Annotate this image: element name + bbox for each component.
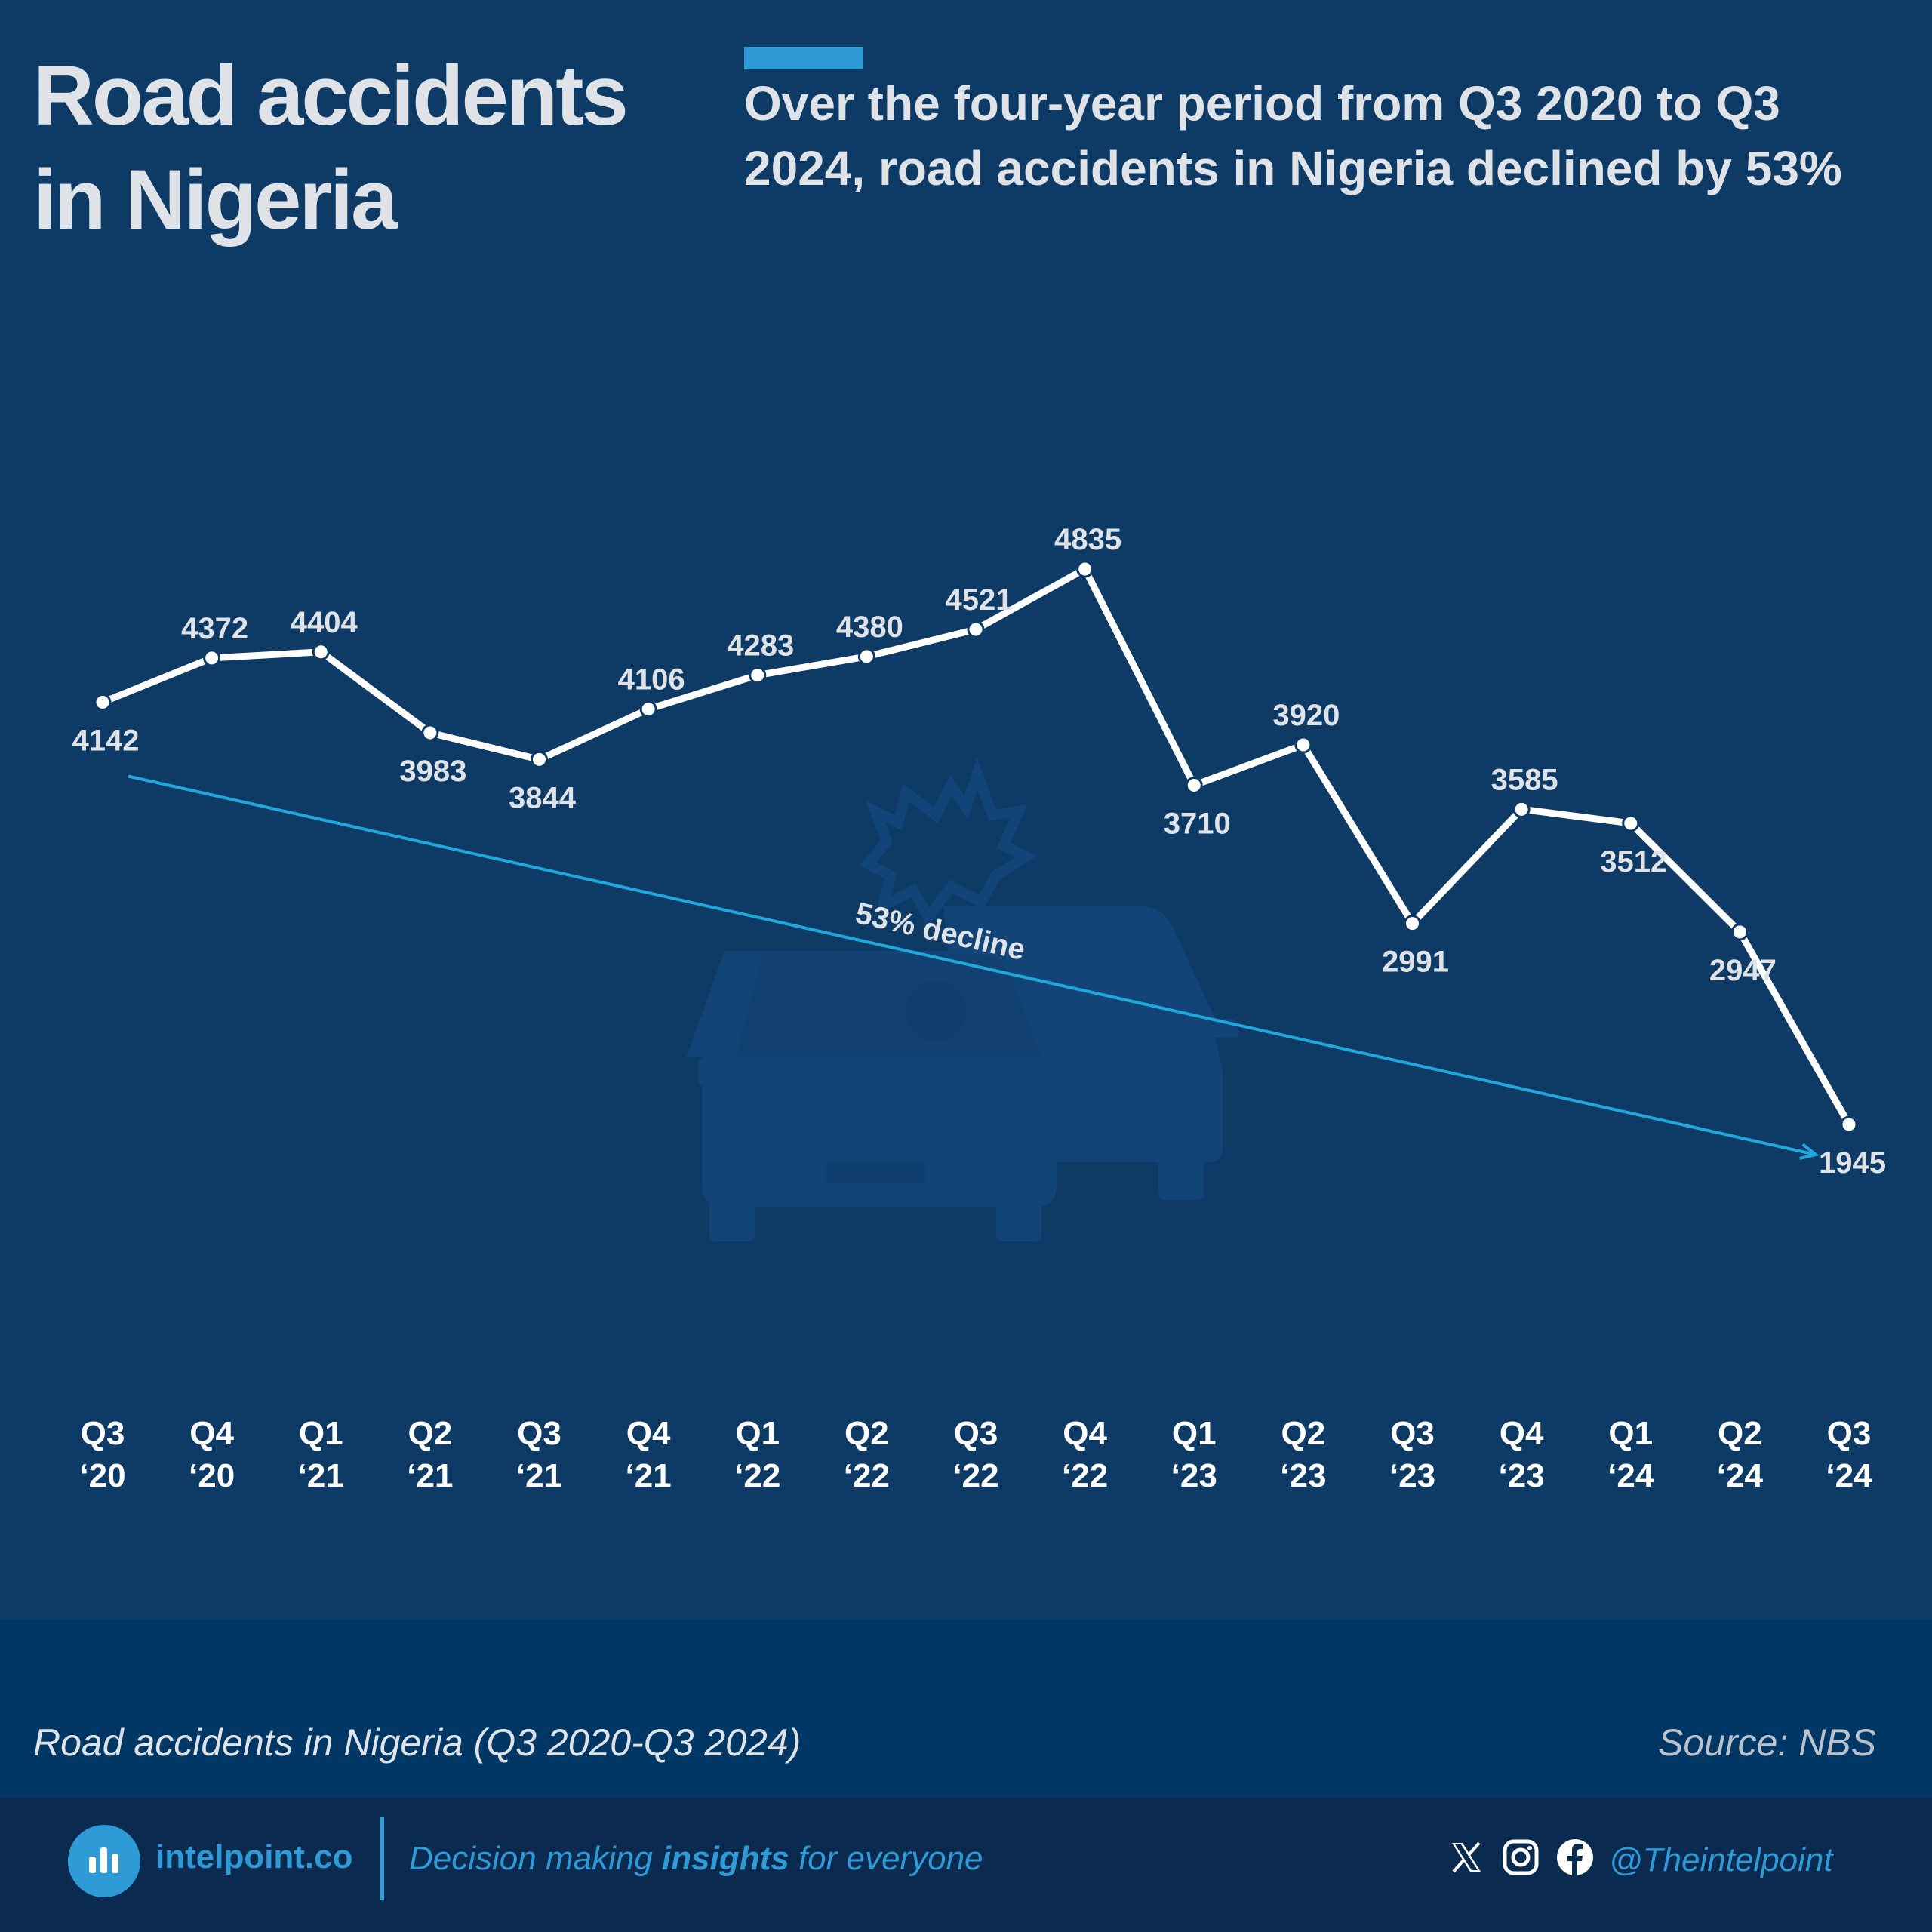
x-tick-label: Q2 ‘24: [1717, 1415, 1764, 1494]
footer-bar: [0, 1798, 1932, 1932]
trend-arrowhead: [1799, 1143, 1820, 1160]
accent-bar: [744, 47, 863, 69]
data-label: 4142: [72, 724, 140, 757]
data-label: 4283: [727, 629, 794, 663]
data-point: [749, 666, 767, 685]
data-label: 4521: [946, 583, 1013, 617]
source-note: Source: NBS: [1657, 1721, 1876, 1764]
x-icon[interactable]: [1446, 1837, 1487, 1878]
x-tick-label: Q1 ‘23: [1171, 1415, 1217, 1494]
x-tick-label: Q4 ‘20: [189, 1415, 235, 1494]
x-tick-label: Q3 ‘22: [952, 1415, 998, 1494]
chart-caption: Road accidents in Nigeria (Q3 2020-Q3 20…: [33, 1721, 801, 1764]
data-point: [1294, 736, 1312, 754]
tagline: Decision making insights for everyone: [409, 1840, 983, 1878]
x-tick-label: Q1 ‘22: [734, 1415, 780, 1494]
x-tick-label: Q4 ‘21: [626, 1415, 672, 1494]
data-point: [1076, 560, 1094, 578]
car-crash-illustration: [687, 757, 1238, 1241]
data-point: [421, 724, 439, 742]
x-tick-label: Q1 ‘24: [1607, 1415, 1654, 1494]
headline-subtitle: Over the four-year period from Q3 2020 t…: [744, 76, 1842, 195]
social-handle[interactable]: @Theintelpoint: [1609, 1841, 1833, 1878]
data-point: [1840, 1115, 1858, 1134]
data-point: [857, 648, 875, 666]
instagram-icon[interactable]: [1500, 1837, 1541, 1878]
data-label: 2991: [1382, 946, 1449, 979]
brand-name[interactable]: intelpoint.co: [155, 1838, 353, 1875]
x-tick-label: Q3 ‘24: [1826, 1415, 1872, 1494]
data-points: [94, 560, 1858, 1134]
data-point: [1730, 923, 1749, 941]
x-tick-label: Q3 ‘21: [516, 1415, 562, 1494]
data-label: 4835: [1054, 523, 1121, 556]
x-tick-label: Q3 ‘20: [79, 1415, 125, 1494]
data-label: 2947: [1709, 954, 1777, 987]
data-point: [967, 620, 985, 638]
data-point: [531, 750, 548, 768]
data-label: 1945: [1819, 1146, 1886, 1180]
data-point: [1404, 915, 1421, 933]
data-label: 4372: [181, 612, 248, 645]
data-label: 3920: [1272, 699, 1340, 732]
data-point: [203, 649, 221, 667]
tagline-bold: insights: [662, 1840, 789, 1877]
page-title: Road accidents in Nigeria: [33, 48, 629, 247]
footer-divider: [380, 1817, 384, 1900]
data-label: 3512: [1600, 845, 1667, 878]
x-tick-label: Q3 ‘23: [1389, 1415, 1435, 1494]
data-point: [94, 693, 112, 711]
data-point: [639, 700, 657, 718]
x-tick-label: Q4 ‘23: [1499, 1415, 1545, 1494]
facebook-icon[interactable]: [1555, 1837, 1595, 1878]
data-label: 3844: [509, 781, 577, 814]
data-point: [1185, 777, 1203, 795]
data-label: 3983: [399, 755, 466, 788]
x-axis: Q3 ‘20 Q4 ‘20 Q1 ‘21 Q2 ‘21 Q3 ‘21 Q4 ‘21 Q1 ‘22 Q2 ‘22…: [79, 1415, 1872, 1494]
tagline-post: for everyone: [789, 1840, 983, 1877]
data-label: 4404: [291, 606, 358, 639]
x-tick-label: Q1 ‘21: [298, 1415, 344, 1494]
data-point: [312, 643, 330, 661]
x-tick-label: Q2 ‘21: [407, 1415, 453, 1494]
x-tick-label: Q2 ‘22: [844, 1415, 890, 1494]
x-tick-label: Q4 ‘22: [1062, 1415, 1108, 1494]
caption-band: [0, 1620, 1932, 1798]
data-point: [1512, 800, 1531, 818]
data-label: 4106: [618, 663, 685, 697]
x-tick-label: Q2 ‘23: [1280, 1415, 1326, 1494]
trend-line: [128, 774, 1817, 1156]
tagline-pre: Decision making: [409, 1840, 663, 1877]
data-label: 4380: [836, 611, 903, 644]
data-point: [1622, 814, 1640, 832]
data-label: 3585: [1491, 763, 1558, 796]
brand-logo[interactable]: [68, 1825, 140, 1897]
data-labels: 4142 4372 4404 3983 3844 4106 4283 4380 4521 4835…: [72, 523, 1886, 1180]
data-label: 3710: [1164, 808, 1231, 841]
trend-arrow: [128, 774, 1820, 1160]
bar-chart-icon: [89, 1847, 118, 1873]
